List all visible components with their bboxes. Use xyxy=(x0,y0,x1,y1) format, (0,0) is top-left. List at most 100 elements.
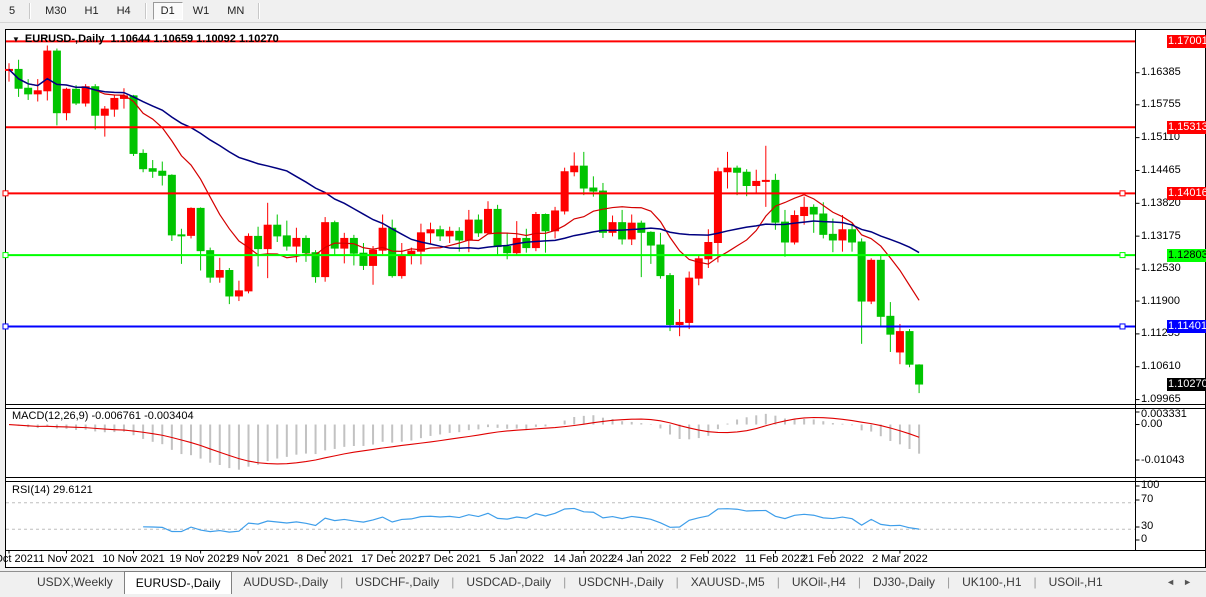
chart-title-bar[interactable]: ▼ EURUSD-,Daily 1.10644 1.10659 1.10092 1… xyxy=(12,33,279,45)
candle-body xyxy=(139,152,148,170)
candle-body xyxy=(876,259,885,317)
chart-tab-usdcnh-daily[interactable]: USDCNH-,Daily xyxy=(578,575,664,589)
chart-window-border xyxy=(5,29,1206,568)
candle-body xyxy=(81,86,90,104)
date-tick-label: 24 Jan 2022 xyxy=(610,553,672,565)
timeframe-button-mn[interactable]: MN xyxy=(227,5,245,17)
candle-body xyxy=(158,170,167,176)
candle-body xyxy=(33,90,42,95)
date-tick-label: 27 Dec 2021 xyxy=(418,553,481,565)
line-drag-handle[interactable] xyxy=(1119,190,1126,197)
tab-scroll-left-icon[interactable]: ◄ xyxy=(1166,577,1184,587)
candle-body xyxy=(541,214,550,232)
candle-body xyxy=(493,208,502,248)
chart-tab-uk100-h1[interactable]: UK100-,H1 xyxy=(962,575,1022,589)
chart-tab-dj30-daily[interactable]: DJ30-,Daily xyxy=(872,575,935,589)
timeframe-button-h1[interactable]: H1 xyxy=(84,5,99,17)
line-drag-handle[interactable] xyxy=(2,323,9,330)
candle-body xyxy=(254,235,263,250)
timeframe-button-5[interactable]: 5 xyxy=(9,5,16,17)
candle-body xyxy=(292,237,301,247)
date-tick-label: 22 Oct 2021 xyxy=(0,553,39,565)
candle-body xyxy=(809,206,818,215)
chart-tab-ukoil-h4[interactable]: UKOil-,H4 xyxy=(791,575,846,589)
level-price-badge: 1.12803 xyxy=(1167,248,1206,262)
chart-tab-usoil-h1[interactable]: USOil-,H1 xyxy=(1048,575,1103,589)
candle-body xyxy=(915,364,924,385)
timeframe-button-d1[interactable]: D1 xyxy=(152,2,183,20)
tab-separator: | xyxy=(675,575,679,589)
candle-body xyxy=(867,259,876,302)
line-drag-handle[interactable] xyxy=(1119,252,1126,259)
candle-body xyxy=(733,167,742,173)
tab-separator: | xyxy=(563,575,567,589)
timeframe-toolbar: 5 M30 H1 H4 D1 W1 MN xyxy=(0,0,1206,23)
line-drag-handle[interactable] xyxy=(2,252,9,259)
candle-body xyxy=(828,233,837,241)
candle-body xyxy=(91,86,100,116)
candle-body xyxy=(43,50,52,92)
candle-body xyxy=(848,229,857,243)
chart-tab-audusd-daily[interactable]: AUDUSD-,Daily xyxy=(243,575,329,589)
symbol-dropdown-icon[interactable]: ▼ xyxy=(12,35,20,44)
candle-body xyxy=(503,246,512,254)
candle-body xyxy=(675,321,684,325)
candle-body xyxy=(244,235,253,292)
line-drag-handle[interactable] xyxy=(1119,323,1126,330)
candle-body xyxy=(464,219,473,241)
candle-body xyxy=(857,241,866,302)
candle-body xyxy=(551,210,560,232)
candle-body xyxy=(819,213,828,235)
chart-tab-xauusd-m5[interactable]: XAUUSD-,M5 xyxy=(690,575,765,589)
candle-body xyxy=(656,244,665,277)
candle-body xyxy=(790,215,799,243)
candle-body xyxy=(282,235,291,247)
candle-body xyxy=(761,179,770,182)
date-tick-label: 5 Jan 2022 xyxy=(489,553,544,565)
toolbar-separator xyxy=(144,3,147,19)
level-price-badge: 1.15313 xyxy=(1167,120,1206,134)
date-tick-label: 14 Jan 2022 xyxy=(553,553,615,565)
date-tick-label: 1 Nov 2021 xyxy=(38,553,95,565)
candle-body xyxy=(646,231,655,246)
macd-axis-label: 0.00 xyxy=(1141,418,1163,430)
date-tick-label: 19 Nov 2021 xyxy=(169,553,232,565)
chart-tab-usdx-weekly[interactable]: USDX,Weekly xyxy=(37,575,113,589)
level-price-badge: 1.17001 xyxy=(1167,34,1206,48)
rsi-indicator-label: RSI(14) 29.6121 xyxy=(12,484,93,496)
price-tick-label: 1.15110 xyxy=(1141,131,1180,144)
candle-body xyxy=(225,270,234,297)
candle-body xyxy=(608,222,617,233)
candle-body xyxy=(512,237,521,254)
timeframe-button-h4[interactable]: H4 xyxy=(116,5,131,17)
ma-slow-line xyxy=(8,68,920,254)
chart-tab-usdchf-daily[interactable]: USDCHF-,Daily xyxy=(355,575,440,589)
candle-body xyxy=(905,331,914,365)
rsi-line xyxy=(143,507,920,533)
candle-body xyxy=(263,224,272,250)
rsi-axis-label: 100 xyxy=(1141,479,1160,491)
chart-symbol-title: EURUSD-,Daily xyxy=(24,33,105,45)
candle-body xyxy=(666,275,675,325)
tab-scroll-right-icon[interactable]: ► xyxy=(1183,577,1200,587)
chart-ohlc-values: 1.10644 1.10659 1.10092 1.10270 xyxy=(110,33,279,45)
toolbar-separator xyxy=(258,3,261,19)
chart-tab-usdcad-daily[interactable]: USDCAD-,Daily xyxy=(466,575,552,589)
candle-body xyxy=(129,95,138,154)
chart-window xyxy=(5,29,1206,568)
timeframe-button-w1[interactable]: W1 xyxy=(192,5,210,17)
candle-body xyxy=(742,171,751,186)
chart-tab-eurusd-daily[interactable]: EURUSD-,Daily xyxy=(123,571,233,594)
date-tick-label: 2 Mar 2022 xyxy=(872,553,928,565)
macd-signal-line xyxy=(8,416,920,465)
candle-body xyxy=(570,165,579,173)
candle-body xyxy=(330,222,339,249)
rsi-axis-label: 70 xyxy=(1141,493,1154,505)
line-drag-handle[interactable] xyxy=(2,190,9,197)
date-tick-label: 10 Nov 2021 xyxy=(102,553,165,565)
timeframe-button-m30[interactable]: M30 xyxy=(45,5,67,17)
price-tick-label: 1.16385 xyxy=(1141,66,1181,79)
candle-body xyxy=(359,252,368,266)
